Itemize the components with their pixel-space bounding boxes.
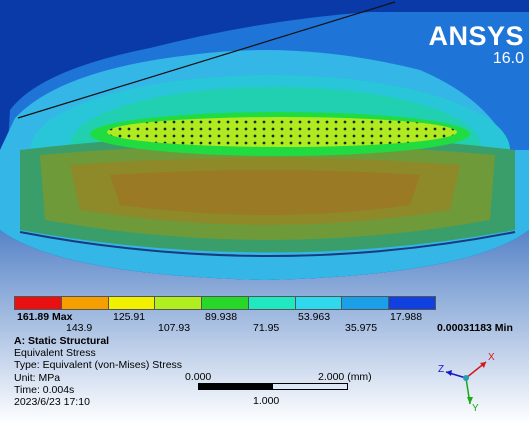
legend-tick-label: 107.93: [158, 322, 191, 334]
triad-x-label: X: [488, 352, 495, 363]
scale-end-label: 2.000 (mm): [318, 371, 372, 383]
scale-start-label: 0.000: [185, 371, 212, 383]
result-unit: Unit: MPa: [14, 371, 61, 384]
legend-tick-label: 71.95: [253, 322, 280, 334]
result-type: Type: Equivalent (von-Mises) Stress: [14, 359, 183, 372]
scale-mid-label: 1.000: [253, 395, 280, 407]
legend-swatch: [108, 297, 156, 309]
legend-tick-label: 53.963: [298, 311, 331, 323]
legend-swatch: [15, 297, 62, 309]
legend-swatch: [202, 297, 249, 309]
scale-bar-fill: [199, 384, 273, 389]
legend-swatch: [248, 297, 296, 309]
legend-tick-label: 89.938: [205, 311, 238, 323]
ansys-logo: ANSYS 16.0: [428, 22, 524, 68]
legend-color-bar: [14, 296, 436, 310]
triad-y-label: Y: [472, 403, 479, 412]
logo-version: 16.0: [492, 50, 524, 67]
legend-swatch: [155, 297, 203, 309]
legend-tick-label: 17.988: [390, 311, 423, 323]
result-date: 2023/6/23 17:10: [14, 396, 90, 409]
result-time: Time: 0.004s: [14, 383, 75, 396]
legend-swatch: [295, 297, 343, 309]
model-body: [0, 0, 529, 280]
result-info: A: Static Structural Equivalent Stress T…: [14, 335, 182, 408]
legend-swatch: [61, 297, 109, 309]
legend-tick-label: 143.9: [66, 322, 93, 334]
legend-tick-label: 35.975: [345, 322, 378, 334]
legend-tick-label: 125.91: [113, 311, 146, 323]
triad-z-label: Z: [438, 364, 444, 375]
coordinate-triad[interactable]: X Y Z: [436, 346, 500, 412]
result-name: Equivalent Stress: [14, 347, 96, 360]
legend-swatch: [342, 297, 390, 309]
legend-swatch: [389, 297, 436, 309]
legend-max-label: 161.89 Max: [17, 311, 73, 323]
analysis-title: A: Static Structural: [14, 335, 110, 347]
logo-name: ANSYS: [428, 21, 524, 51]
legend-min-label: 0.00031183 Min: [437, 322, 513, 334]
scale-bar: [198, 383, 348, 390]
